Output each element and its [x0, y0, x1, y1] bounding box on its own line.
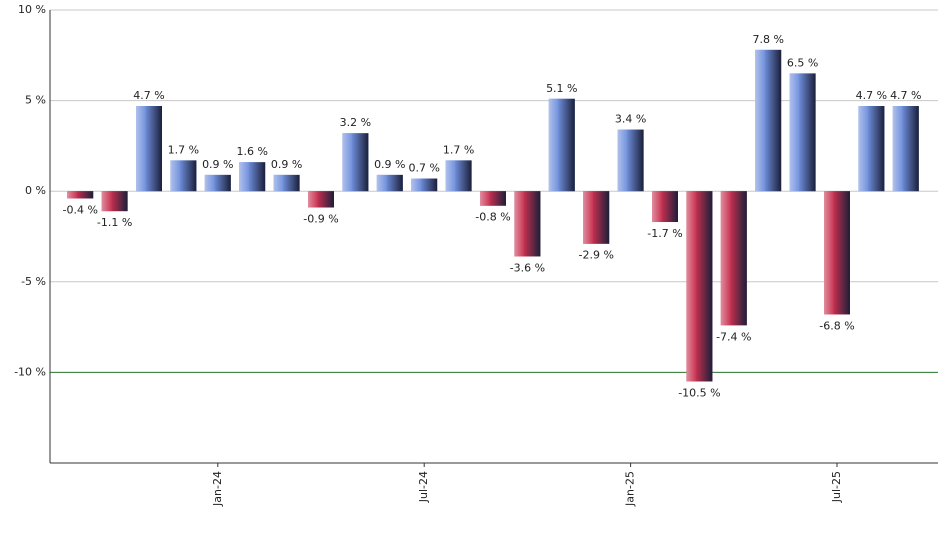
value-label: -0.9 % — [303, 213, 338, 226]
x-tick-label: Jan-24 — [211, 471, 224, 507]
value-label: 0.7 % — [408, 162, 439, 175]
bar-gloss — [273, 174, 300, 192]
bar-gloss — [824, 191, 850, 315]
value-label: -3.6 % — [510, 261, 545, 274]
bar-gloss — [789, 73, 816, 192]
value-label: -2.9 % — [578, 249, 613, 262]
bar-gloss — [652, 191, 678, 223]
value-label: 5.1 % — [546, 82, 577, 95]
value-label: 4.7 % — [856, 89, 887, 102]
value-label: 3.4 % — [615, 113, 646, 126]
bar-gloss — [445, 160, 472, 192]
value-label: -7.4 % — [716, 330, 751, 343]
bar-gloss — [136, 106, 162, 192]
y-tick-label: 10 % — [18, 3, 46, 16]
bar-gloss — [583, 191, 610, 244]
y-tick-label: -5 % — [21, 275, 46, 288]
bar-gloss — [204, 174, 231, 192]
bar-gloss — [617, 129, 644, 192]
value-label: 6.5 % — [787, 56, 818, 69]
bar-gloss — [548, 98, 575, 192]
bar-gloss — [67, 191, 94, 199]
bar-gloss — [720, 191, 747, 326]
bar-gloss — [858, 106, 885, 192]
value-label: 0.9 % — [374, 158, 405, 171]
y-tick-label: 5 % — [25, 94, 46, 107]
value-label: 3.2 % — [340, 116, 371, 129]
bar-gloss — [342, 133, 369, 192]
value-label: 4.7 % — [133, 89, 164, 102]
x-tick-label: Jul-25 — [830, 471, 843, 503]
y-tick-label: -10 % — [14, 365, 46, 378]
bar-gloss — [514, 191, 541, 257]
y-tick-label: 0 % — [25, 184, 46, 197]
bar-gloss — [376, 174, 403, 192]
x-tick-label: Jan-25 — [624, 471, 637, 507]
bar-gloss — [239, 162, 266, 192]
value-label: 0.9 % — [202, 158, 233, 171]
bar-gloss — [101, 191, 128, 212]
bar-gloss — [480, 191, 506, 206]
bar-gloss — [892, 106, 919, 192]
value-label: 0.9 % — [271, 158, 302, 171]
value-label: -1.1 % — [97, 216, 132, 229]
bar-gloss — [755, 49, 782, 192]
value-label: -0.8 % — [475, 211, 510, 224]
value-label: 1.6 % — [236, 145, 267, 158]
bar-gloss — [308, 191, 334, 208]
value-label: 4.7 % — [890, 89, 921, 102]
value-label: -10.5 % — [678, 386, 720, 399]
x-tick-label: Jul-24 — [417, 471, 430, 503]
value-label: 1.7 % — [443, 143, 474, 156]
value-label: 1.7 % — [168, 143, 199, 156]
bar-gloss — [411, 178, 438, 192]
bar-gloss — [170, 160, 197, 192]
bar-gloss — [686, 191, 713, 382]
value-label: 7.8 % — [752, 33, 783, 46]
value-label: -6.8 % — [819, 319, 854, 332]
value-label: -0.4 % — [62, 203, 97, 216]
value-label: -1.7 % — [647, 227, 682, 240]
